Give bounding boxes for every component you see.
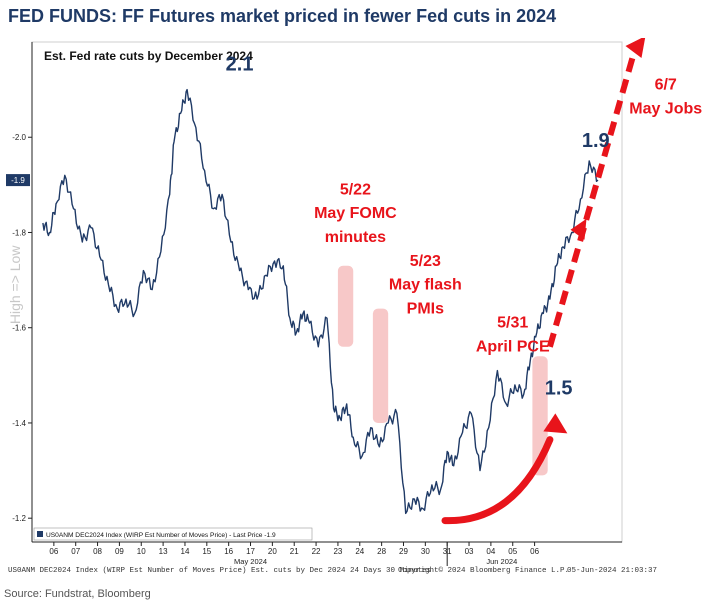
x-tick-label: 29 [399,547,408,556]
y-tick-label: -1.2 [12,514,26,523]
y-axis-label: High => Low [7,245,23,324]
footer-copyright: Copyright© 2024 Bloomberg Finance L.P. [398,567,570,575]
last-price-tag [6,174,30,187]
x-tick-label: 03 [465,547,474,556]
highlight-box [372,308,389,423]
annotation-label: May flash [389,277,462,294]
x-tick-label: 23 [333,547,342,556]
annotation-label: 5/31 [497,315,528,332]
x-tick-label: 06 [49,547,58,556]
annotation-label: 5/22 [340,181,371,198]
dashed-arrow-head [625,38,646,58]
series-line [42,88,599,515]
annotation-label: May Jobs [629,100,702,117]
page-title: FED FUNDS: FF Futures market priced in f… [8,6,557,26]
annotation-label: 1.5 [545,377,573,399]
annotation-label: PMIs [407,300,444,317]
last-price-label: -1.9 [11,176,25,185]
y-tick-label: -1.4 [12,419,26,428]
dashed-arrow-head-mid [570,218,587,240]
footer-index-description: US0ANM DEC2024 Index (WIRP Est Number of… [8,567,432,575]
annotation-label: May FOMC [314,205,397,222]
y-tick-label: -2.0 [12,133,26,142]
x-tick-label: 09 [115,547,124,556]
x-tick-label: 20 [268,547,277,556]
curved-arrow [441,436,554,525]
annotation-label: minutes [325,229,386,246]
footer-timestamp: 05-Jun-2024 21:03:37 [567,567,658,575]
legend-swatch [37,531,43,537]
x-tick-label: 06 [530,547,539,556]
x-tick-label: 13 [159,547,168,556]
x-tick-label: 22 [312,547,321,556]
x-tick-label: 05 [508,547,517,556]
x-tick-label: 14 [181,547,190,556]
chart: Est. Fed rate cuts by December 2024 -2.0 -… [6,38,702,566]
highlight-box [337,265,354,347]
x-month-label-jun: Jun 2024 [486,557,517,566]
dashed-arrow-line [547,55,636,348]
annotation-label: 6/7 [655,77,677,94]
chart-title: Est. Fed rate cuts by December 2024 [44,49,253,63]
y-tick-label: -1.6 [12,324,26,333]
source-note: Source: Fundstrat, Bloomberg [4,588,151,600]
x-month-label-may: May 2024 [234,557,267,566]
x-tick-label: 24 [355,547,364,556]
y-tick-label: -1.8 [12,228,26,237]
annotation-label: 1.9 [582,130,610,152]
x-tick-label: 17 [246,547,255,556]
x-tick-label: 07 [71,547,80,556]
x-tick-label: 30 [421,547,430,556]
legend-label: US0ANM DEC2024 Index (WIRP Est Number of… [46,532,276,539]
annotation-label: April PCE [476,339,550,356]
x-tick-label: 15 [202,547,211,556]
x-tick-label: 21 [290,547,299,556]
x-tick-label: 28 [377,547,386,556]
annotation-label: 2.1 [226,54,254,76]
x-tick-label: 10 [137,547,146,556]
legend-box [33,527,313,541]
curved-arrow-head [543,413,568,434]
x-tick-label: 08 [93,547,102,556]
x-tick-label: 16 [224,547,233,556]
annotation-label: 5/23 [410,253,441,270]
x-tick-label: 04 [486,547,495,556]
